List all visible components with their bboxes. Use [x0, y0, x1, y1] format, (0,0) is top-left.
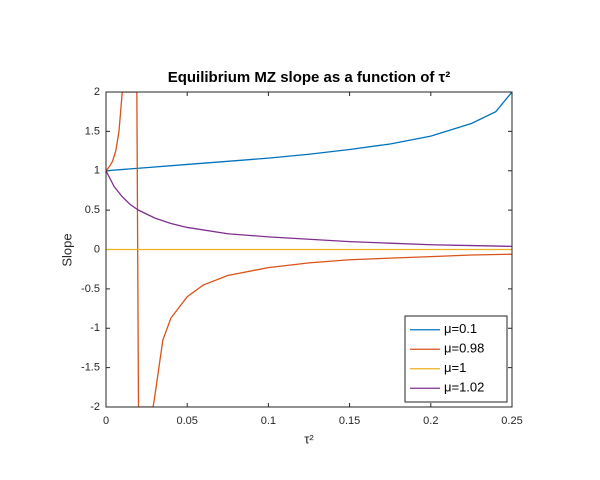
- legend-label: μ=0.98: [444, 341, 484, 356]
- y-axis-label: Slope: [59, 233, 74, 266]
- series-line: [106, 92, 512, 172]
- series-line: [106, 170, 512, 247]
- y-tick-label: 1.5: [85, 125, 100, 137]
- legend-label: μ=1.02: [444, 380, 484, 395]
- series-line: [106, 92, 512, 407]
- legend-label: μ=1: [444, 360, 466, 375]
- y-tick-label: 0.5: [85, 204, 100, 216]
- x-tick-label: 0: [103, 415, 109, 427]
- x-tick-label: 0.1: [261, 415, 276, 427]
- x-tick-label: 0.15: [339, 415, 360, 427]
- y-tick-label: -1.5: [81, 362, 100, 374]
- y-tick-label: -1: [90, 322, 100, 334]
- axes-box: [105, 91, 513, 408]
- y-tick-label: -0.5: [81, 283, 100, 295]
- chart-title: Equilibrium MZ slope as a function of τ²: [168, 69, 451, 86]
- x-axis-label: τ²: [304, 431, 314, 446]
- y-tick-label: 1: [94, 165, 100, 177]
- y-tick-label: 0: [94, 243, 100, 255]
- x-tick-label: 0.25: [501, 415, 522, 427]
- legend-label: μ=0.1: [444, 321, 477, 336]
- y-tick-label: -2: [90, 401, 100, 413]
- x-tick-label: 0.2: [423, 415, 438, 427]
- y-tick-label: 2: [94, 86, 100, 98]
- x-tick-label: 0.05: [176, 415, 197, 427]
